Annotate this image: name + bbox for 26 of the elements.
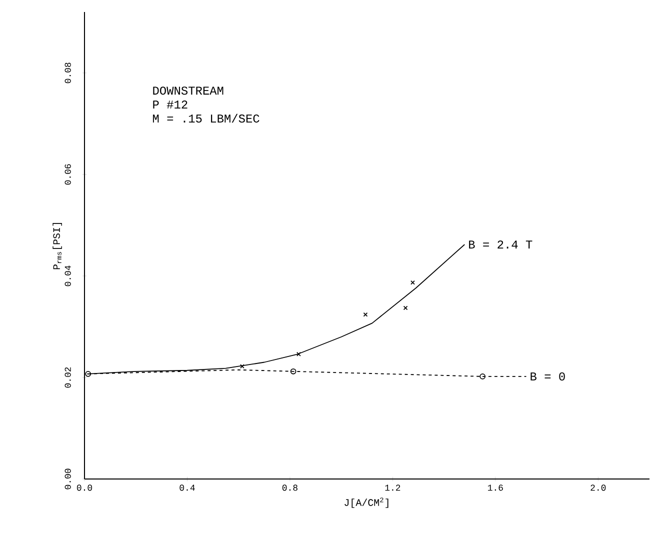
y-tick-label: 0.02: [64, 367, 71, 388]
point: [363, 312, 368, 317]
annotation: P #12: [153, 100, 188, 109]
x-tick-label: 0.8: [282, 484, 298, 491]
y-axis-title: P$_{rms}$[PSI]: [52, 223, 62, 270]
annotation: DOWNSTREAM: [153, 86, 224, 95]
point: [296, 352, 301, 356]
series-label: B = 0: [530, 372, 565, 381]
annotation: M = .15 LBM/SEC: [152, 114, 260, 123]
y-tick-label: 0.04: [64, 266, 71, 286]
x-tick-label: 2.0: [590, 484, 606, 491]
x-axis-title: J[A/CM$^{2}$]: [344, 498, 388, 508]
point: [410, 280, 415, 285]
y-tick-label: 0.00: [64, 468, 71, 490]
y-tick-label: 0.06: [64, 164, 71, 185]
point: [403, 306, 408, 310]
x-tick-label: 1.6: [488, 484, 503, 491]
point: [480, 374, 486, 380]
x-tick-label: 0.0: [76, 484, 92, 491]
point: [240, 364, 244, 369]
point: [85, 370, 92, 377]
x-tick-label: 0.4: [180, 484, 195, 491]
y-tick-label: 0.08: [64, 62, 71, 84]
point: [290, 368, 296, 374]
x-tick-label: 1.2: [385, 484, 400, 491]
series-label: B = 2.4 T: [469, 240, 532, 248]
